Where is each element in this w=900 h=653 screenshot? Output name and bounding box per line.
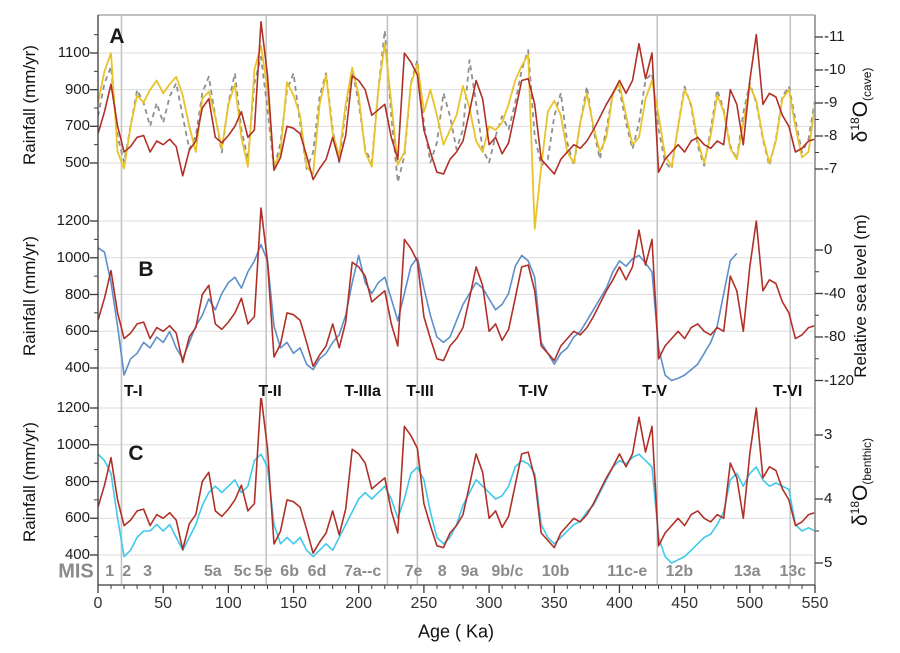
mis-stage-label-5c: 5c [233,563,252,580]
left-axis-title-C: Rainfall (mm/yr) [20,422,39,542]
y-tick-label-A: 900 [64,80,90,98]
y-tick-label-C: 600 [64,509,90,527]
y2-tick-label-A: -7 [824,160,838,177]
y-tick-label-A: 700 [64,117,90,135]
x-tick-label: 450 [671,595,698,612]
y-tick-label-B: 600 [64,322,90,340]
mis-stage-label-3: 3 [143,563,152,580]
panel-letter-B: B [138,258,154,281]
y2-tick-label-B: -120 [824,371,855,389]
mis-stage-label-5e: 5e [254,563,273,580]
termination-label-t-v: T-V [642,383,668,400]
x-tick-label: 100 [215,595,242,612]
mis-stage-label-13c: 13c [779,563,807,580]
mis-stage-label-5a: 5a [203,563,222,580]
termination-label-t-iv: T-IV [518,383,549,400]
x-tick-label: 150 [280,595,307,612]
y2-tick-label-A: -8 [824,127,838,144]
y-tick-label-C: 400 [64,546,90,563]
y-tick-label-C: 1200 [56,399,90,416]
y2-tick-label-C: 5 [824,554,833,571]
y2-tick-label-A: -10 [824,61,846,78]
x-tick-label: 350 [540,595,568,612]
series-sea-level-blue-panel-B [98,243,738,382]
x-tick-label: 400 [606,595,633,612]
y2-tick-label-A: -11 [824,28,845,45]
termination-label-t-i: T-I [123,383,143,400]
y2-tick-label-A: -9 [824,94,838,111]
x-tick-label: 500 [736,595,764,612]
y2-tick-label-B: -80 [824,328,846,345]
right-axis-title-A: δ18O(cave) [847,67,875,143]
y-tick-label-C: 1000 [56,435,90,453]
mis-stage-label-10b: 10b [541,563,570,580]
mis-stage-label-7e: 7e [404,563,423,580]
mis-stage-label-1: 1 [105,563,115,580]
mis-stage-label-2: 2 [122,563,132,580]
series-rainfall-red-panel-B [98,207,815,368]
y2-tick-label-B: -40 [824,284,846,302]
series-rainfall-red-panel-A [98,20,815,181]
y-tick-label-A: 1100 [57,44,90,61]
mis-stage-label-9a: 9a [460,563,479,580]
mis-stage-label-12b: 12b [665,563,694,580]
y-tick-label-A: 500 [64,154,90,171]
termination-label-t-vi: T-VI [772,383,803,400]
left-axis-title-A: Rainfall (mm/yr) [20,45,39,165]
y2-tick-label-C: 4 [824,490,833,507]
y-tick-label-B: 400 [64,359,90,376]
x-tick-label: 50 [154,595,173,612]
mis-header: MIS [58,560,94,583]
x-tick-label: 300 [475,595,503,612]
mis-stage-label-9bc: 9b/c [491,563,524,580]
x-tick-label: 0 [93,595,103,612]
y2-tick-label-B: 0 [824,241,833,258]
y-tick-label-B: 1200 [56,212,90,229]
y-tick-label-B: 1000 [56,248,90,266]
x-tick-label: 200 [345,595,373,612]
series-rainfall-yellow-panel-A [98,42,815,230]
termination-label-t-ii: T-II [258,383,282,400]
left-axis-title-B: Rainfall (mm/yr) [20,236,39,356]
termination-label-t-iii: T-III [406,383,434,400]
mis-stage-label-11ce: 11c-e [607,563,648,580]
mis-stage-label-7ac: 7a--c [343,563,382,580]
x-tick-label: 550 [801,595,829,612]
mis-stage-label-6b: 6b [280,563,299,580]
series-benthic-d18o-cyan-panel-C [98,453,815,564]
y-tick-label-B: 800 [64,285,90,303]
x-axis-title: Age ( Ka) [417,621,495,642]
mis-stage-label-6d: 6d [307,563,327,580]
y2-tick-label-C: 3 [824,426,833,443]
panel-letter-C: C [128,442,144,465]
x-tick-label: 250 [410,595,438,612]
right-axis-title-B: Relative sea level (m) [851,214,870,378]
mis-stage-label-8: 8 [437,563,447,580]
panel-letter-A: A [109,25,125,48]
series-rainfall-red-panel-C [98,398,815,555]
right-axis-title-C: δ18O(benthic) [847,437,875,527]
y-tick-label-C: 800 [64,472,90,490]
mis-stage-label-13a: 13a [733,563,761,580]
termination-label-t-iiia: T-IIIa [344,383,381,400]
